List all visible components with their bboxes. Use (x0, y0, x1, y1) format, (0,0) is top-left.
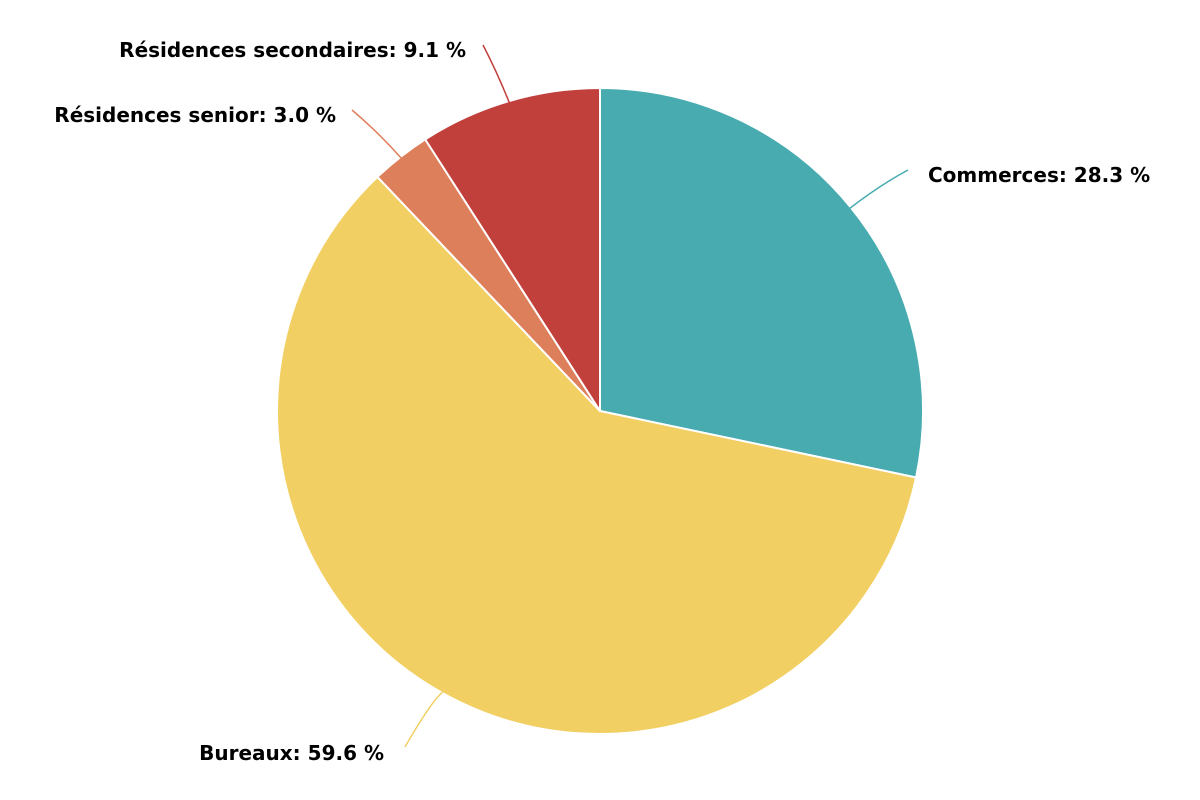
connector-r-sidences-secondaires (482, 44, 511, 104)
slice-label-residences-secondaires: Résidences secondaires: 9.1 % (119, 38, 466, 62)
slice-label-residences-senior: Résidences senior: 3.0 % (54, 103, 336, 127)
slice-labels: Commerces: 28.3 % Bureaux: 59.6 % Réside… (54, 38, 1150, 765)
slice-label-bureaux: Bureaux: 59.6 % (199, 741, 384, 765)
connector-commerces (848, 169, 909, 210)
connector-bureaux (404, 690, 445, 748)
pie-slice-commerces (599, 87, 924, 479)
slice-label-commerces: Commerces: 28.3 % (928, 163, 1150, 187)
pie-slices (276, 87, 924, 735)
connector-r-sidences-senior (351, 109, 403, 160)
label-connectors (351, 44, 909, 748)
